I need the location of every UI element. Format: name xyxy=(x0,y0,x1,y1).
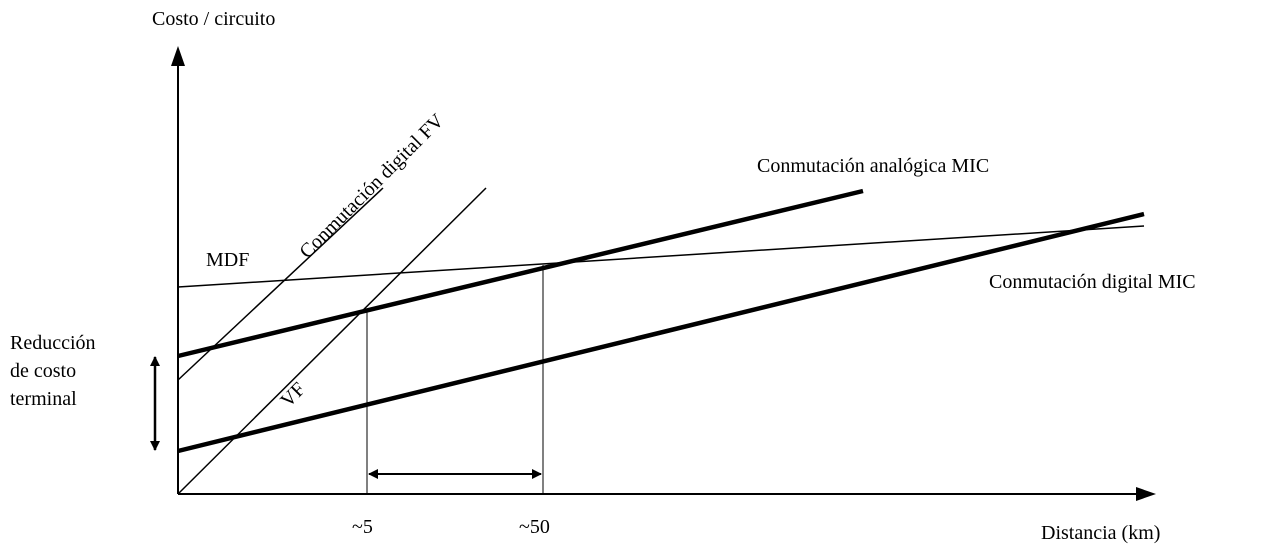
reduction-label-line-3: terminal xyxy=(10,388,77,410)
reduction-label-line-2: de costo xyxy=(10,360,77,382)
vf-line xyxy=(177,187,487,495)
digital-mic-label: Conmutación digital MIC xyxy=(989,271,1196,293)
analog-mic-label: Conmutación analógica MIC xyxy=(757,155,990,177)
tick-label-5: ~5 xyxy=(352,516,373,538)
x-axis-arrow xyxy=(1136,487,1156,501)
reduction-label-line-1: Reducción xyxy=(10,332,96,354)
y-axis-label: Costo / circuito xyxy=(152,8,276,30)
tick-label-50: ~50 xyxy=(519,516,550,538)
analog-mic-line xyxy=(177,188,864,359)
mdf-line xyxy=(177,225,1145,288)
mdf-label: MDF xyxy=(206,249,250,271)
y-axis-arrow xyxy=(171,46,185,66)
digital-mic-line xyxy=(177,211,1145,454)
x-axis-label: Distancia (km) xyxy=(1041,522,1161,544)
